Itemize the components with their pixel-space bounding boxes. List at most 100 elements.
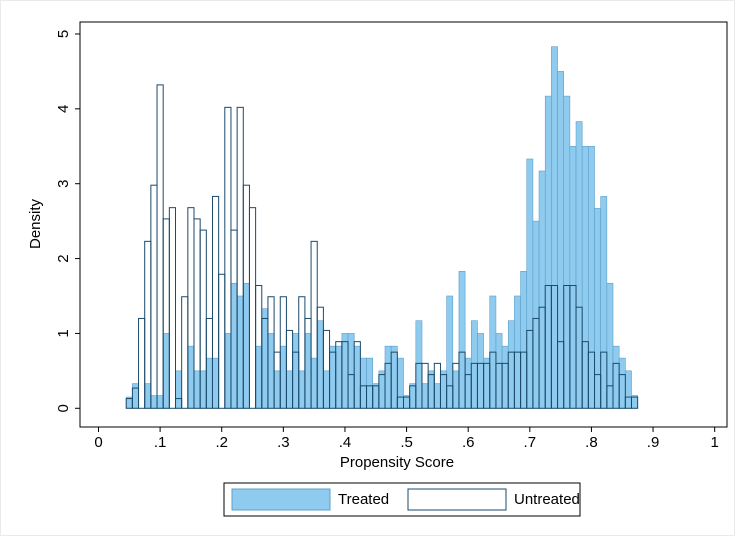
histogram-bar — [132, 383, 139, 409]
histogram-bar — [242, 282, 250, 409]
y-tick-label: 1 — [55, 329, 72, 337]
histogram-bar — [323, 370, 330, 409]
histogram-bar — [273, 370, 281, 409]
histogram-bar — [255, 345, 263, 409]
histogram-bar — [341, 333, 349, 409]
histogram-bar — [520, 270, 528, 409]
histogram-bar — [557, 71, 565, 409]
x-tick-label: .2 — [215, 434, 228, 451]
histogram-bar — [600, 351, 608, 409]
histogram-bar — [193, 370, 201, 409]
histogram-bar — [335, 345, 343, 409]
histogram-bar — [230, 282, 238, 409]
histogram-bar — [292, 333, 300, 409]
histogram-bar — [575, 121, 583, 409]
histogram-bar — [452, 370, 460, 409]
histogram-bar — [563, 95, 571, 409]
histogram-bar — [588, 145, 595, 409]
x-tick-label: .3 — [277, 434, 290, 451]
histogram-bar — [212, 357, 219, 409]
histogram-bar — [162, 333, 170, 409]
histogram-bar — [464, 357, 472, 409]
histogram-bar — [360, 357, 367, 409]
histogram-bar — [187, 345, 195, 409]
legend-swatch — [231, 488, 331, 511]
histogram-bar — [415, 320, 423, 409]
histogram-bar — [434, 383, 441, 409]
x-tick-label: 1 — [711, 434, 719, 451]
y-tick-label: 3 — [55, 180, 72, 188]
x-tick-label: .5 — [400, 434, 413, 451]
y-tick-label: 4 — [55, 105, 72, 113]
histogram-bar — [470, 320, 478, 409]
histogram-bar — [397, 357, 404, 409]
histogram-bar — [206, 357, 213, 409]
histogram-bar — [532, 220, 540, 409]
histogram-bar — [581, 145, 589, 409]
histogram-bar — [156, 395, 164, 409]
y-axis-label: Density — [27, 198, 44, 249]
histogram-bar — [569, 145, 577, 409]
histogram-bar — [440, 370, 447, 409]
x-tick-label: .9 — [647, 434, 660, 451]
legend-swatch — [407, 488, 507, 511]
histogram-bar — [625, 370, 632, 409]
histogram-bar — [458, 270, 466, 409]
histogram-bar — [347, 333, 355, 409]
histogram-bar — [175, 370, 182, 409]
histogram-bar — [236, 295, 244, 409]
histogram-bar — [384, 345, 392, 409]
x-tick-label: 0 — [94, 434, 102, 451]
histogram-bar — [366, 357, 373, 409]
histogram-bar — [538, 170, 546, 409]
legend-label: Untreated — [514, 491, 580, 508]
plot-frame — [79, 21, 728, 428]
histogram-bar — [224, 333, 232, 409]
histogram-bar — [353, 345, 361, 409]
histogram-bar — [630, 396, 639, 409]
histogram-bar — [427, 370, 435, 409]
histogram-bar — [390, 345, 398, 409]
histogram-bar — [544, 95, 552, 409]
histogram-bar — [409, 383, 417, 409]
plot-area — [125, 46, 639, 409]
histogram-bar — [144, 383, 152, 409]
histogram-bar — [507, 320, 515, 409]
histogram-bar — [316, 320, 324, 409]
histogram-bar — [267, 333, 275, 409]
x-tick-label: .4 — [339, 434, 352, 451]
y-tick-label: 0 — [55, 404, 72, 412]
histogram-bar — [304, 333, 312, 409]
legend-label: Treated — [338, 491, 389, 508]
y-tick-label: 2 — [55, 254, 72, 262]
histogram-bar — [446, 295, 454, 409]
histogram-bar — [606, 282, 614, 409]
histogram-bar — [612, 345, 620, 409]
histogram-bar — [150, 395, 158, 409]
histogram-bar — [329, 345, 337, 409]
histogram-bar — [372, 383, 380, 409]
histogram-bar — [298, 370, 306, 409]
histogram-bar — [551, 46, 558, 409]
x-tick-label: .1 — [154, 434, 167, 451]
histogram-bar — [618, 357, 626, 409]
histogram-bar — [421, 383, 429, 409]
x-tick-label: .6 — [462, 434, 475, 451]
histogram-bar — [168, 207, 177, 409]
histogram-bar — [600, 196, 608, 409]
histogram-bar — [594, 208, 601, 409]
histogram-bar — [526, 158, 534, 409]
histogram-bar — [477, 333, 484, 409]
histogram-bar — [279, 345, 287, 409]
histogram-bar — [390, 351, 398, 409]
histogram-bar — [495, 333, 503, 409]
y-tick-label: 5 — [55, 30, 72, 38]
x-tick-label: .8 — [585, 434, 598, 451]
x-axis-label: Propensity Score — [340, 454, 454, 471]
histogram-bar — [261, 308, 269, 409]
histogram-bar — [310, 357, 318, 409]
histogram-bar — [199, 370, 207, 409]
histogram-bar — [353, 341, 361, 409]
